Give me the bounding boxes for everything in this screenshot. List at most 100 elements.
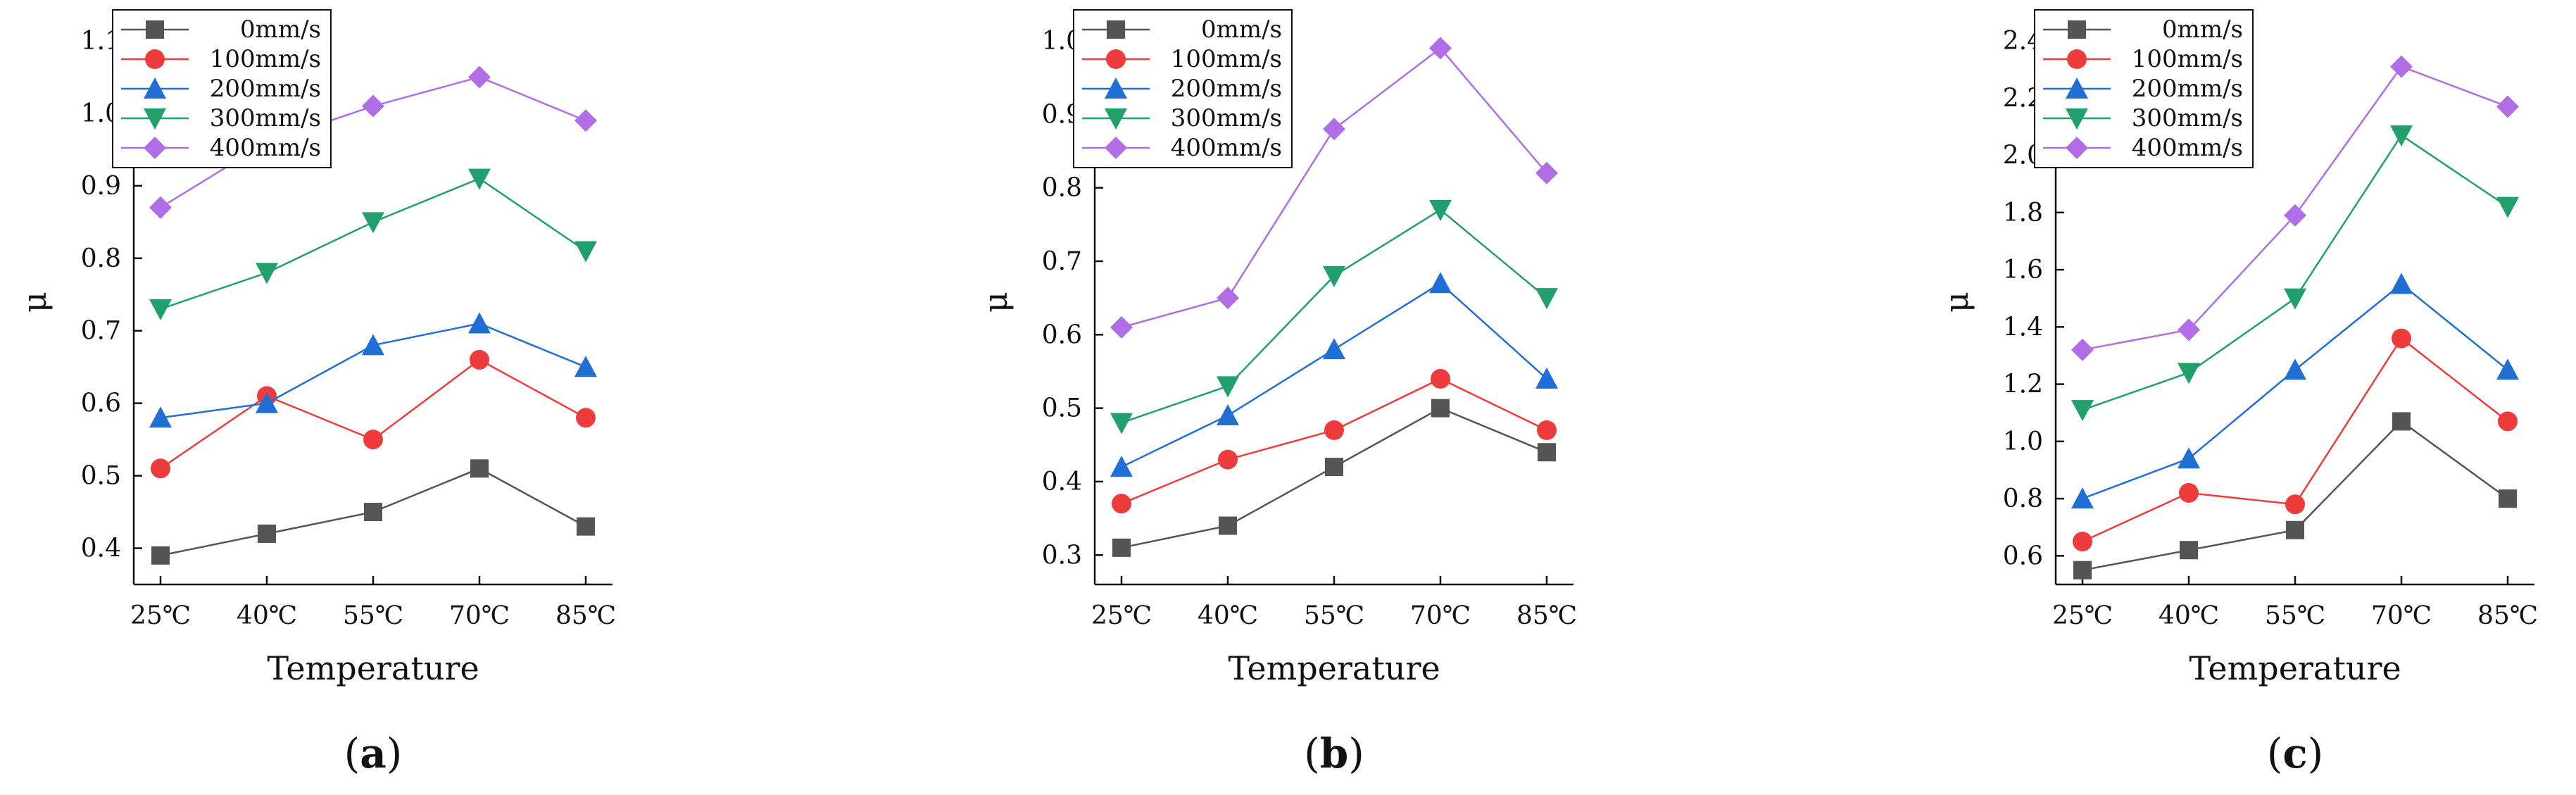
chart-panel-c: 0.60.81.01.21.41.61.82.02.22.425℃ 40℃ 55℃ 7… bbox=[1937, 9, 2538, 777]
data-point-100mm/s-25℃ bbox=[1112, 494, 1131, 514]
data-point-0mm/s-40℃ bbox=[1219, 516, 1237, 535]
data-point-100mm/s-40℃ bbox=[1218, 449, 1238, 470]
data-point-200mm/s-40℃ bbox=[2178, 447, 2200, 469]
panel-label-open: ( bbox=[344, 730, 360, 777]
legend-label-400mm/s: 400mm/s bbox=[210, 134, 321, 162]
y-tick-label: 1.0 bbox=[2003, 427, 2043, 456]
data-point-300mm/s-25℃ bbox=[2071, 400, 2094, 422]
legend-label-200mm/s: 200mm/s bbox=[2132, 75, 2243, 103]
panel-label-letter: a bbox=[360, 730, 387, 777]
legend-marker-300mm/s bbox=[144, 108, 166, 130]
y-tick-label: 0.8 bbox=[81, 244, 121, 273]
data-point-0mm/s-25℃ bbox=[2073, 561, 2092, 580]
panel-label-letter: c bbox=[2282, 730, 2307, 777]
data-point-300mm/s-25℃ bbox=[149, 299, 172, 320]
data-point-200mm/s-70℃ bbox=[1429, 272, 1452, 294]
data-point-100mm/s-25℃ bbox=[151, 458, 170, 479]
x-tick-label: 25℃ bbox=[1091, 601, 1152, 630]
data-point-0mm/s-70℃ bbox=[470, 459, 489, 478]
data-point-300mm/s-40℃ bbox=[256, 263, 278, 284]
data-point-0mm/s-70℃ bbox=[1431, 399, 1450, 418]
legend-label-100mm/s: 100mm/s bbox=[210, 45, 321, 73]
panel-label-open: ( bbox=[2267, 730, 2283, 777]
data-point-300mm/s-55℃ bbox=[2284, 288, 2306, 310]
y-tick-label: 0.6 bbox=[2003, 542, 2043, 570]
data-point-300mm/s-40℃ bbox=[1217, 376, 1239, 398]
series-line-300mm/s bbox=[1121, 208, 1547, 424]
y-axis-title: μ bbox=[15, 292, 54, 313]
legend-marker-200mm/s bbox=[1105, 77, 1127, 99]
data-point-200mm/s-40℃ bbox=[256, 392, 278, 413]
data-point-400mm/s-85℃ bbox=[2496, 95, 2519, 118]
data-point-400mm/s-25℃ bbox=[2071, 338, 2094, 361]
data-point-200mm/s-55℃ bbox=[2284, 358, 2306, 380]
x-axis-title: Temperature bbox=[1228, 649, 1440, 687]
x-tick-label: 85℃ bbox=[1516, 601, 1577, 630]
series-line-300mm/s bbox=[160, 177, 586, 311]
legend-marker-0mm/s bbox=[1107, 20, 1125, 39]
panel-label-close: ) bbox=[2308, 730, 2324, 777]
y-tick-label: 1.6 bbox=[2003, 256, 2043, 284]
data-point-200mm/s-25℃ bbox=[2071, 487, 2094, 509]
x-tick-label: 55℃ bbox=[343, 601, 403, 630]
y-tick-label: 0.7 bbox=[81, 317, 121, 346]
panel-label-letter: b bbox=[1320, 730, 1349, 777]
x-tick-label: 85℃ bbox=[555, 601, 616, 630]
data-point-300mm/s-70℃ bbox=[468, 168, 491, 190]
data-point-300mm/s-55℃ bbox=[362, 212, 384, 234]
data-point-300mm/s-70℃ bbox=[2390, 125, 2413, 147]
data-point-100mm/s-40℃ bbox=[2179, 482, 2199, 503]
y-tick-label: 0.8 bbox=[1042, 174, 1082, 203]
x-tick-label: 40℃ bbox=[2159, 601, 2219, 630]
data-point-400mm/s-55℃ bbox=[362, 94, 384, 118]
legend-label-400mm/s: 400mm/s bbox=[2132, 134, 2243, 162]
y-tick-label: 0.4 bbox=[81, 534, 121, 563]
data-point-100mm/s-85℃ bbox=[576, 408, 596, 428]
data-point-300mm/s-85℃ bbox=[2496, 196, 2519, 218]
x-tick-label: 70℃ bbox=[449, 601, 510, 630]
data-point-200mm/s-85℃ bbox=[2496, 358, 2519, 380]
legend-label-300mm/s: 300mm/s bbox=[1171, 104, 1282, 132]
data-point-0mm/s-85℃ bbox=[577, 517, 595, 536]
x-axis-title: Temperature bbox=[2189, 649, 2401, 687]
data-point-300mm/s-70℃ bbox=[1429, 199, 1452, 221]
y-axis-title: μ bbox=[1937, 292, 1975, 313]
data-point-200mm/s-25℃ bbox=[149, 406, 172, 428]
data-point-400mm/s-25℃ bbox=[1110, 315, 1133, 339]
data-point-300mm/s-85℃ bbox=[1535, 288, 1558, 310]
data-point-400mm/s-70℃ bbox=[468, 65, 491, 89]
data-point-200mm/s-55℃ bbox=[1323, 338, 1345, 360]
x-tick-label: 70℃ bbox=[1410, 601, 1471, 630]
legend-label-300mm/s: 300mm/s bbox=[2132, 104, 2243, 132]
data-point-300mm/s-55℃ bbox=[1323, 265, 1345, 287]
data-point-0mm/s-55℃ bbox=[2286, 520, 2304, 539]
x-tick-label: 55℃ bbox=[2265, 601, 2325, 630]
data-point-400mm/s-55℃ bbox=[1323, 118, 1345, 141]
legend-marker-300mm/s bbox=[2066, 108, 2088, 130]
data-point-400mm/s-25℃ bbox=[149, 196, 172, 219]
panel-label: (b) bbox=[1304, 730, 1364, 777]
y-axis-title: μ bbox=[976, 292, 1014, 313]
legend-label-400mm/s: 400mm/s bbox=[1171, 134, 1282, 162]
y-tick-label: 0.3 bbox=[1042, 541, 1082, 570]
x-tick-label: 85℃ bbox=[2477, 601, 2538, 630]
y-tick-label: 1.8 bbox=[2003, 199, 2043, 227]
x-tick-label: 40℃ bbox=[237, 601, 297, 630]
legend-marker-400mm/s bbox=[144, 137, 166, 159]
y-tick-label: 0.4 bbox=[1042, 468, 1082, 496]
y-tick-label: 0.6 bbox=[1042, 320, 1082, 349]
legend-marker-0mm/s bbox=[2068, 20, 2086, 39]
y-tick-label: 0.8 bbox=[2003, 484, 2043, 513]
data-point-0mm/s-25℃ bbox=[1112, 538, 1131, 557]
legend-label-100mm/s: 100mm/s bbox=[2132, 45, 2243, 73]
chart-panel-a: 0.40.50.60.70.80.91.01.125℃ 40℃ 55℃ 70℃ 85℃T… bbox=[15, 9, 616, 777]
data-point-400mm/s-40℃ bbox=[1217, 287, 1239, 310]
data-point-0mm/s-55℃ bbox=[364, 503, 382, 522]
y-tick-label: 0.7 bbox=[1042, 247, 1082, 276]
data-point-100mm/s-55℃ bbox=[363, 430, 383, 450]
data-point-100mm/s-70℃ bbox=[1431, 368, 1450, 389]
series-line-100mm/s bbox=[160, 358, 586, 470]
data-point-400mm/s-85℃ bbox=[574, 109, 597, 132]
legend-marker-400mm/s bbox=[2066, 137, 2088, 159]
data-point-100mm/s-55℃ bbox=[2285, 494, 2305, 515]
